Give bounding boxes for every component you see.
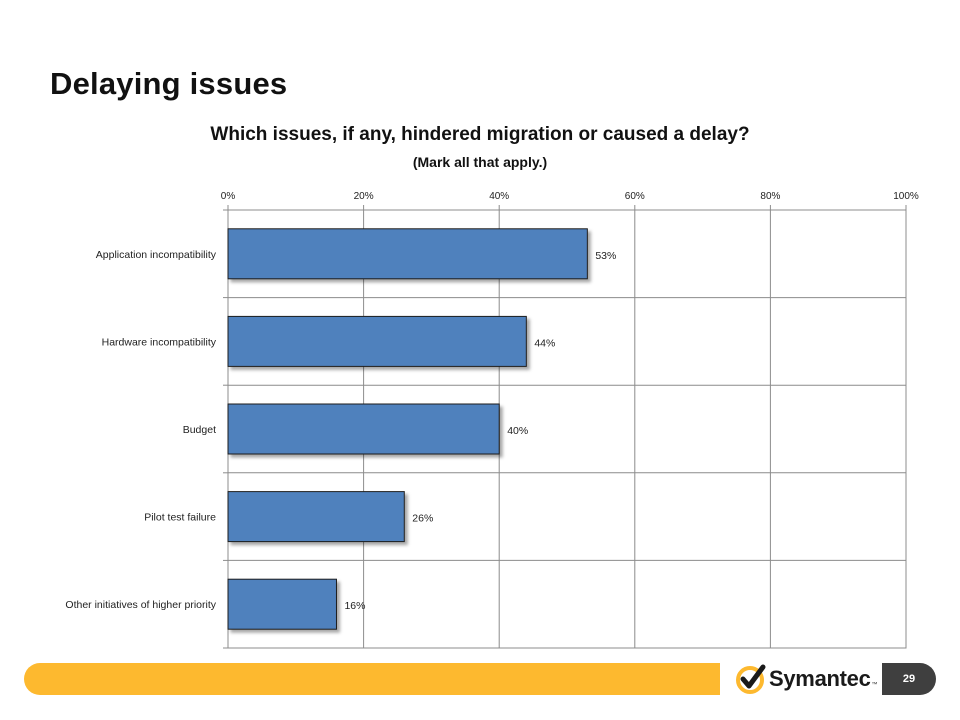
bar-chart: 0% 20% 40% 60% 80% 100% Application incompati… xyxy=(65,191,919,649)
logo-trademark: ™ xyxy=(871,682,878,688)
data-label: 26% xyxy=(412,513,433,525)
data-label: 16% xyxy=(344,600,365,612)
y-axis: Application incompatibility Hardware inco… xyxy=(65,249,216,611)
category-label: Pilot test failure xyxy=(144,512,216,524)
x-tick-label: 20% xyxy=(354,191,374,202)
data-label: 40% xyxy=(507,425,528,437)
page-number: 29 xyxy=(882,663,936,695)
bar xyxy=(227,403,500,455)
data-label: 53% xyxy=(595,250,616,262)
category-label: Budget xyxy=(183,424,216,436)
symantec-logo: Symantec ™ xyxy=(736,662,878,696)
x-tick-label: 60% xyxy=(625,191,645,202)
x-tick-label: 40% xyxy=(489,191,509,202)
checkmark-logo-icon xyxy=(736,664,766,694)
x-tick-label: 80% xyxy=(760,191,780,202)
footer-bar xyxy=(24,663,720,695)
bar xyxy=(227,491,405,543)
chart-subtitle: (Mark all that apply.) xyxy=(412,154,548,170)
slide-title: Delaying issues xyxy=(50,66,288,101)
grid-lines xyxy=(228,210,906,648)
bars xyxy=(227,228,588,630)
data-labels: 53% 44% 40% 26% 16% xyxy=(344,250,616,612)
bar xyxy=(227,228,588,280)
bar xyxy=(227,315,527,367)
logo-text: Symantec xyxy=(769,666,871,691)
category-label: Application incompatibility xyxy=(96,249,217,261)
x-tick-label: 100% xyxy=(893,191,919,202)
category-label: Other initiatives of higher priority xyxy=(65,599,216,611)
x-axis: 0% 20% 40% 60% 80% 100% xyxy=(221,191,919,649)
category-label: Hardware incompatibility xyxy=(102,336,217,348)
chart-title: Which issues, if any, hindered migration… xyxy=(210,124,750,145)
bar xyxy=(227,578,337,630)
data-label: 44% xyxy=(534,337,555,349)
x-tick-label: 0% xyxy=(221,191,236,202)
